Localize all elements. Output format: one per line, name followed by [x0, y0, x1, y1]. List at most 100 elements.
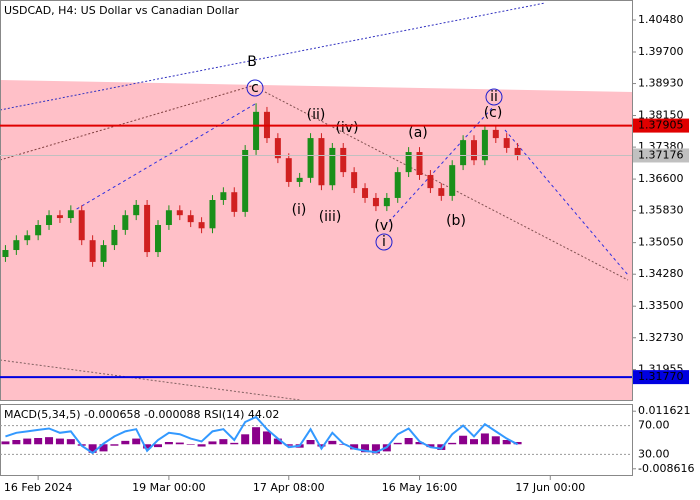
price-label-box [633, 118, 689, 133]
candle-body [122, 215, 129, 230]
macd-bar [12, 440, 21, 445]
macd-bar [219, 439, 228, 445]
candle-body [362, 188, 369, 198]
macd-bar [1, 441, 10, 445]
candle-body [460, 140, 467, 166]
channel-line [0, 2, 546, 111]
wave-circle [485, 88, 503, 106]
candle-body [165, 210, 172, 226]
y-tick-label: 0.011621 [638, 404, 691, 417]
trend-line [0, 84, 256, 161]
wave-label: c [251, 80, 259, 96]
y2-tick-label: 30.00 [638, 447, 670, 460]
macd-bar [459, 435, 468, 445]
macd-bar [55, 438, 64, 445]
price-label: 1.31770 [638, 370, 684, 383]
macd-bar [121, 440, 130, 445]
candle-body [351, 172, 358, 189]
candle-body [231, 192, 238, 212]
y-tick-label: 1.38930 [638, 77, 684, 90]
wave-label: (iv) [335, 120, 358, 136]
y-tick-label: 1.35830 [638, 204, 684, 217]
candle-body [307, 138, 314, 178]
trend-line [0, 359, 301, 401]
macd-bar [480, 433, 489, 445]
macd-bar [208, 441, 217, 445]
candle-body [100, 245, 107, 262]
wave-label: (a) [408, 125, 428, 141]
candle-body [438, 188, 445, 196]
chart-title: USDCAD, H4: US Dollar vs Canadian Dollar [4, 4, 239, 17]
wave-label: (c) [484, 105, 503, 121]
wave-line [384, 106, 494, 227]
x-tick-label: 17 Jun 00:00 [515, 481, 585, 494]
price-label: 1.37176 [638, 148, 684, 161]
candle-body [427, 174, 434, 189]
macd-bar [273, 438, 282, 445]
rsi-line [5, 415, 519, 455]
candle-body [329, 147, 336, 186]
macd-bar [110, 444, 119, 446]
candle-body [394, 172, 401, 198]
candle-body [56, 215, 63, 219]
y-tick-label: 1.32730 [638, 331, 684, 344]
candle-body [383, 197, 390, 207]
candle-body [514, 147, 521, 156]
macd-bar [241, 434, 250, 445]
candle-body [296, 177, 303, 182]
macd-bar [448, 442, 457, 445]
candle-body [35, 225, 42, 236]
macd-bar [317, 444, 326, 447]
y-tick-label: 1.38150 [638, 109, 684, 122]
macd-bar [186, 444, 195, 445]
candle-body [220, 192, 227, 200]
y-tick-label: 1.33500 [638, 299, 684, 312]
candle-body [405, 152, 412, 173]
price-zone [0, 80, 632, 400]
wave-label: (ii) [307, 107, 326, 123]
macd-bar [175, 442, 184, 445]
y-tick-label: 1.39700 [638, 45, 684, 58]
candle-body [24, 235, 31, 241]
macd-bar [262, 431, 271, 445]
macd-bar [23, 438, 32, 445]
candle-body [2, 250, 9, 257]
candle-body [89, 240, 96, 262]
candle-body [253, 111, 260, 150]
price-label-box [633, 370, 689, 385]
macd-bar [164, 441, 173, 445]
wave-circle [375, 233, 393, 251]
price-label-box [633, 148, 689, 163]
x-tick-label: 16 May 16:00 [382, 481, 457, 494]
indicator-title: MACD(5,34,5) -0.000658 -0.000088 RSI(14)… [4, 408, 279, 421]
wave-line [504, 129, 629, 276]
macd-bar [371, 444, 380, 454]
y-tick-label: -0.008616 [638, 462, 694, 475]
macd-bar [426, 444, 435, 448]
macd-bar [132, 438, 141, 445]
macd-bar [252, 427, 261, 445]
x-tick-label: 19 Mar 00:00 [132, 481, 205, 494]
candle-body [481, 129, 488, 161]
macd-bar [415, 441, 424, 445]
macd-bar [306, 440, 315, 445]
y-tick-label: 1.34280 [638, 267, 684, 280]
macd-bar [154, 444, 162, 448]
wave-circle [246, 79, 264, 97]
candle-body [242, 149, 249, 212]
y-tick-label: 1.35050 [638, 236, 684, 249]
wave-label: i [382, 234, 386, 250]
candle-body [155, 225, 161, 253]
macd-bar [350, 444, 359, 450]
candle-body [416, 152, 423, 175]
candle-body [67, 210, 74, 219]
candle-body [144, 204, 151, 253]
candle-body [318, 138, 325, 186]
wave-label: ii [490, 89, 498, 105]
wave-label: B [247, 54, 257, 70]
price-label: 1.37905 [638, 119, 684, 132]
macd-bar [197, 444, 206, 447]
candle-body [492, 129, 499, 139]
candle-body [78, 210, 85, 241]
